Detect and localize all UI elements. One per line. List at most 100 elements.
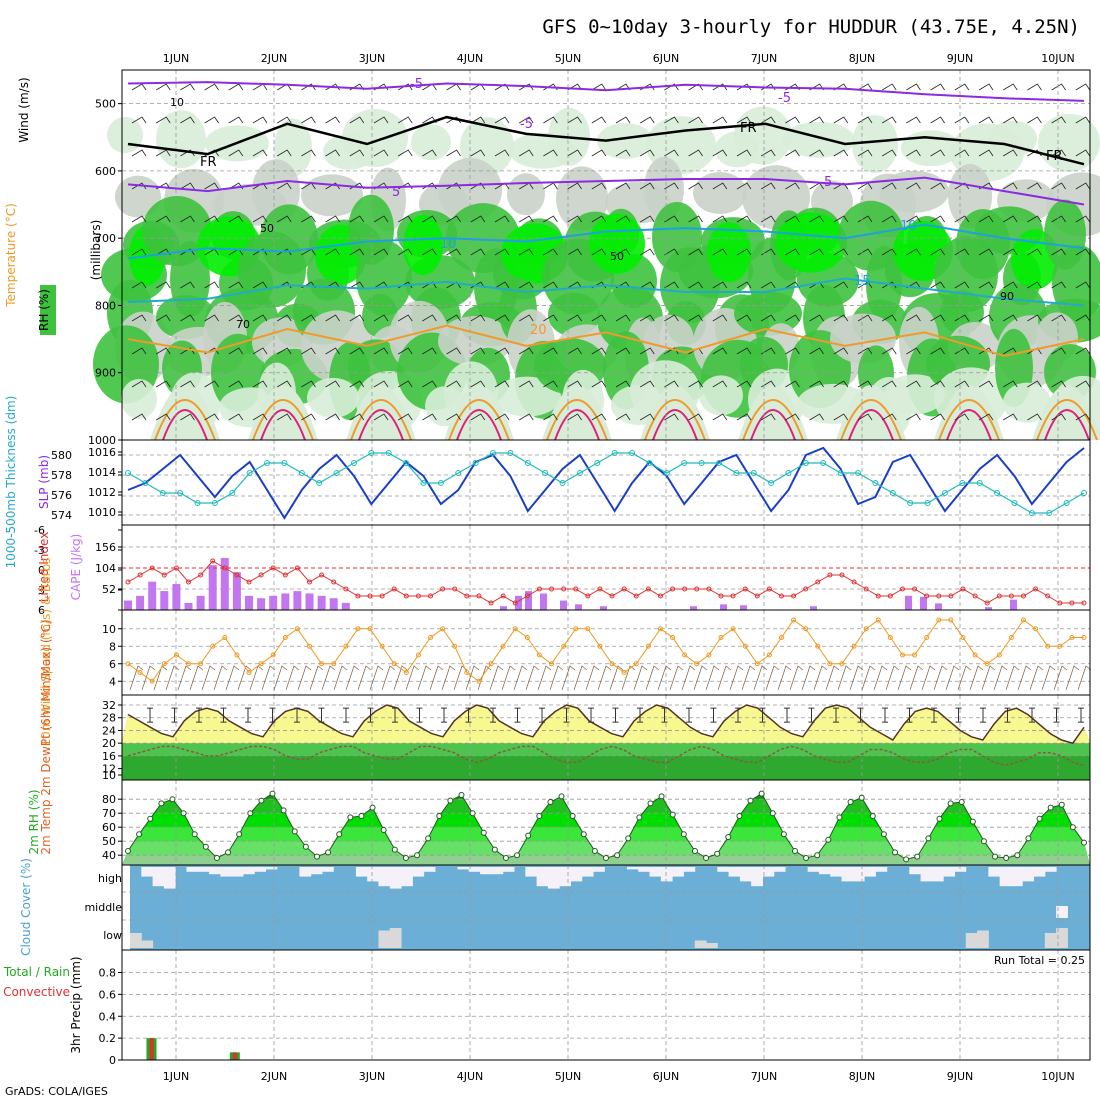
lifted-index-marker [875,593,881,599]
wind-barb [954,149,970,157]
wind-speed-marker [839,661,845,667]
wind-barb [155,281,171,289]
wind-barb [760,380,776,388]
thickness-marker [472,460,479,466]
rh-marker [914,853,921,860]
cloud-low-gap [130,933,142,948]
wind-speed-marker [682,652,688,658]
wind-barb [567,116,582,124]
cloud-high-gap [491,867,504,875]
wind-barb [978,281,994,289]
rh-marker [936,815,943,822]
wind-barb-10m [513,665,528,691]
rh-arch [738,385,808,440]
precip-legend-total: Total / Rain [3,965,70,979]
wind-barb [954,116,970,124]
y-tick-label: 900 [95,367,116,380]
wind-barb [591,347,607,355]
wind-barb-10m [669,665,684,691]
minmax-whisker [808,707,815,723]
wind-barb [325,248,340,256]
wind-barb [639,248,655,256]
wind-barb-10m [753,665,768,691]
day-label-bottom: 9JUN [947,1070,974,1083]
rh-marker [736,813,743,819]
wind-speed-marker [452,643,458,649]
wind-barb [809,347,824,355]
rh-shade [734,106,792,165]
wind-barb [131,149,147,157]
wind-barb [301,347,316,355]
wind-barb [325,182,340,190]
wind-barb [204,380,219,388]
thickness-marker [594,460,601,466]
lifted-index-marker [778,593,784,599]
wind-barb [760,314,776,322]
wind-barb [881,380,897,388]
wind-barb [857,248,873,256]
thickness-marker [1028,510,1035,516]
wind-barb [131,215,147,223]
wind-barb-10m [945,665,960,691]
wind-barb [397,380,413,388]
lifted-index-marker [403,593,409,599]
rh-shade [121,379,157,420]
cloud-high-gap [525,867,538,877]
thickness-marker [350,460,357,466]
thickness-marker [907,500,914,506]
cape-bar [690,606,697,610]
wind-barb [349,215,365,223]
rh-marker [1003,855,1010,861]
wind-barb-10m [369,665,384,691]
wind-barb [567,215,582,223]
cloud-high-gap [242,867,255,875]
wind-barb [204,215,219,223]
wind-speed-marker [1057,643,1063,649]
rh-marker [647,800,654,807]
isotherm-label: 10 [900,219,917,234]
y-tick-label: 8 [109,640,116,653]
y-tick-label: 156 [95,541,116,554]
wind-barb [881,116,897,124]
rh-shade [783,121,855,158]
wind-barb [325,413,340,421]
wind-speed-marker [367,626,373,632]
wind-barb [1051,215,1066,223]
rh-marker [780,831,787,838]
wind-barb [325,116,340,124]
lifted-index-marker [452,586,458,592]
wind-barb [1002,215,1018,223]
wind-barb [567,182,582,190]
wind-barb-10m [609,665,624,691]
wind-barb [180,248,195,256]
wind-barb [615,314,631,322]
wind-speed-marker [718,635,724,640]
wind-barb [180,413,195,421]
wind-speed-marker [912,652,918,658]
wind-barb-10m [597,665,612,691]
wind-barb [373,215,389,223]
wind-barb [954,215,970,223]
wind-barb [930,149,945,157]
wind-speed-marker [670,635,676,640]
cape-bar [172,584,181,610]
wind-speed-marker [645,643,651,649]
wind-barb [664,149,679,157]
wind-barb [252,380,268,388]
wind-barb [615,116,631,124]
wind-barb [712,116,728,124]
wind-barb [301,83,316,91]
y-tick-label: 16 [102,750,116,763]
cape-bar [148,581,157,610]
wind-barb [494,149,510,157]
wind-barb-10m [441,665,456,691]
wind-barb-10m [393,665,408,691]
y-tick-label: 20 [102,737,116,750]
minmax-whisker [906,707,913,723]
wind-barb-10m [261,665,276,691]
wind-barb [543,314,558,322]
wind-barb [688,380,703,388]
rh-marker [769,810,776,817]
cloud-high-gap [999,867,1012,887]
